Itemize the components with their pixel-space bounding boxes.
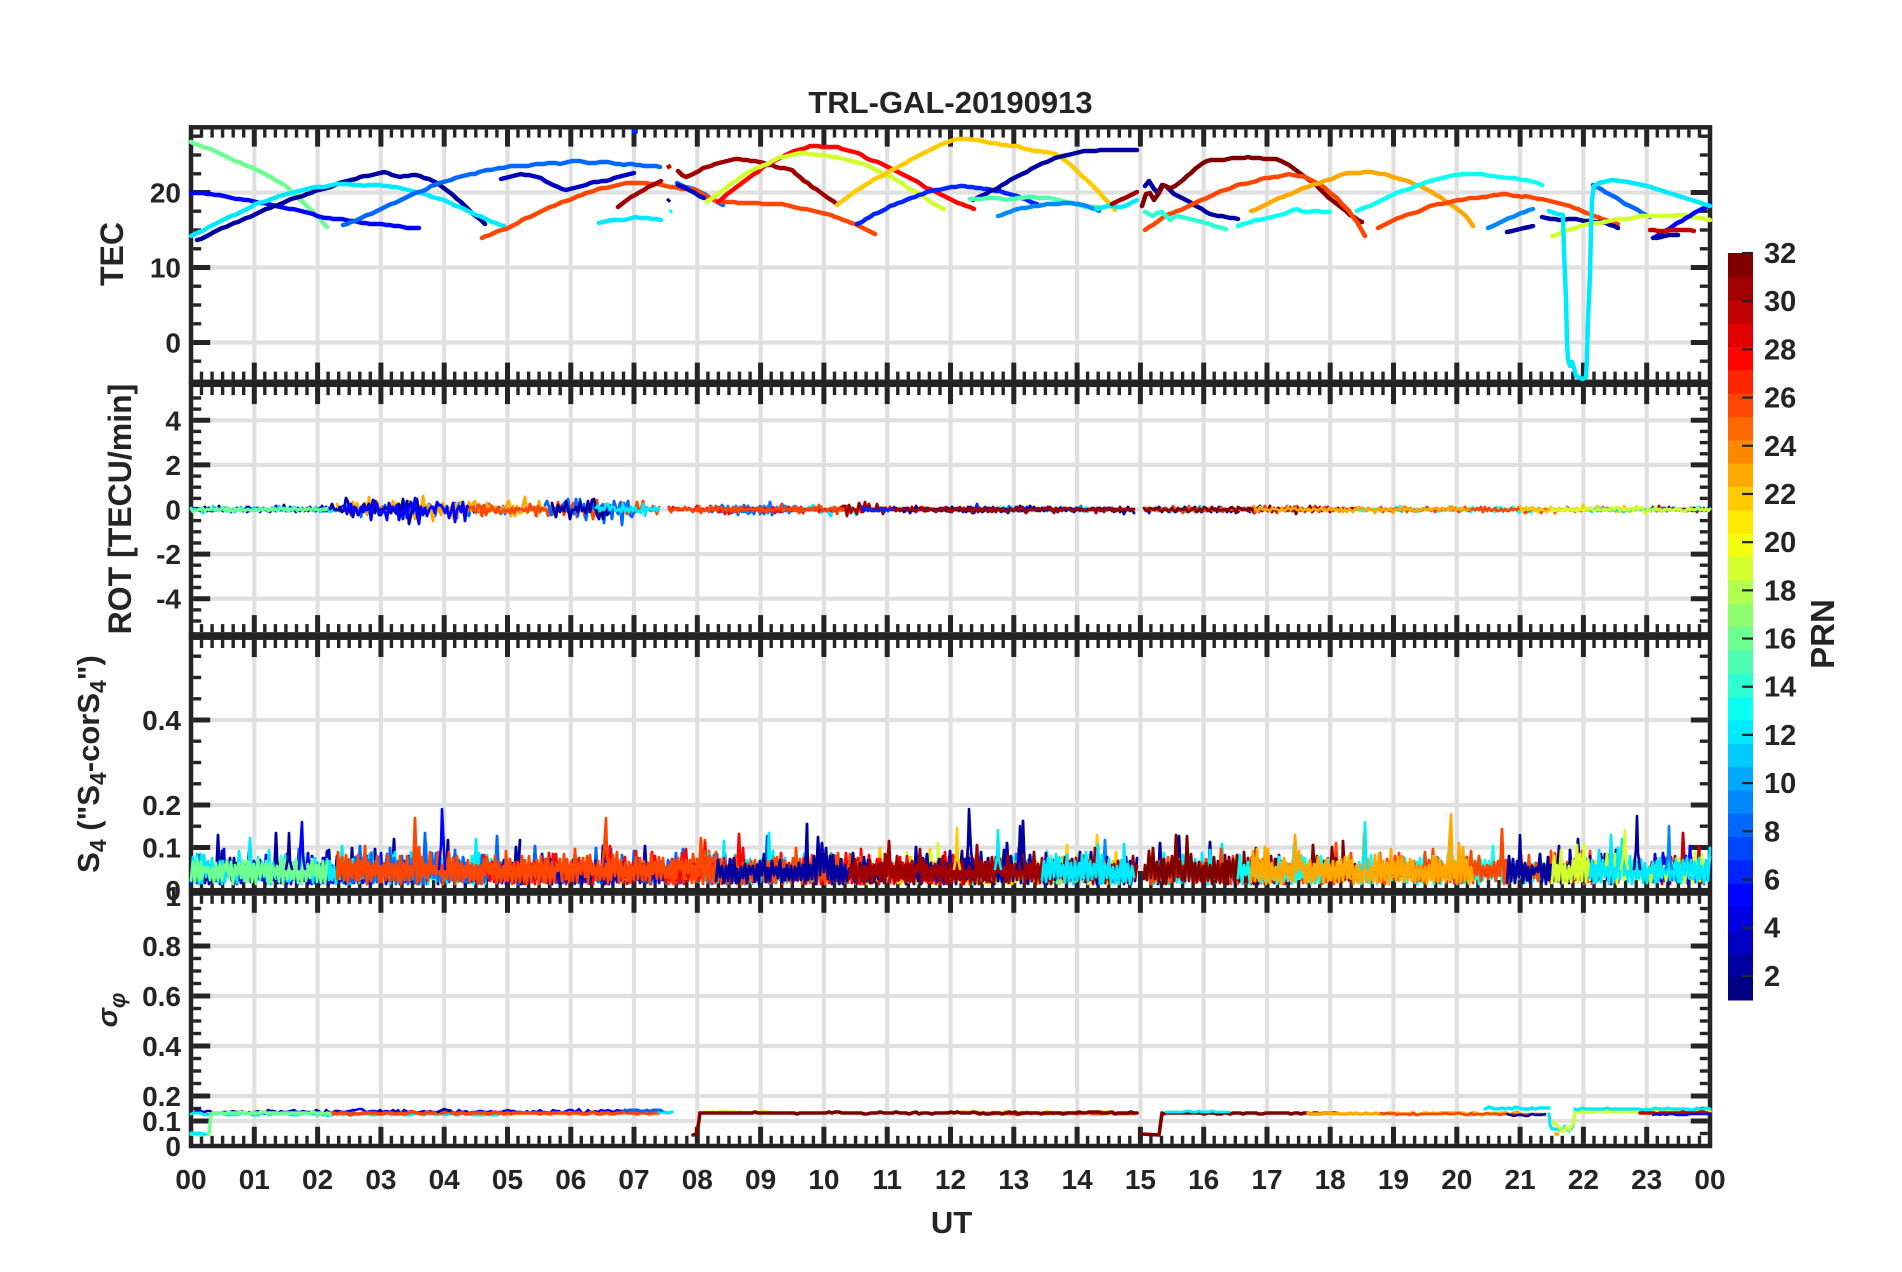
svg-text:0.1: 0.1	[142, 833, 181, 864]
svg-text:19: 19	[1378, 1164, 1409, 1195]
svg-text:21: 21	[1505, 1164, 1536, 1195]
svg-text:08: 08	[682, 1164, 713, 1195]
svg-text:-4: -4	[156, 584, 181, 615]
svg-text:22: 22	[1568, 1164, 1599, 1195]
svg-text:4: 4	[165, 405, 181, 436]
svg-text:07: 07	[618, 1164, 649, 1195]
svg-text:6: 6	[1764, 865, 1780, 897]
svg-text:09: 09	[745, 1164, 776, 1195]
svg-text:PRN: PRN	[1804, 599, 1841, 669]
svg-text:26: 26	[1764, 383, 1796, 415]
svg-text:10: 10	[808, 1164, 839, 1195]
svg-text:0.2: 0.2	[142, 1081, 181, 1112]
svg-text:02: 02	[302, 1164, 333, 1195]
svg-text:0.4: 0.4	[142, 1031, 181, 1062]
svg-text:00: 00	[1694, 1164, 1725, 1195]
svg-text:05: 05	[492, 1164, 523, 1195]
svg-text:24: 24	[1764, 431, 1796, 463]
svg-text:11: 11	[872, 1164, 902, 1195]
svg-text:22: 22	[1764, 479, 1796, 511]
svg-text:0: 0	[165, 1131, 181, 1162]
svg-text:23: 23	[1631, 1164, 1662, 1195]
svg-text:12: 12	[1764, 720, 1796, 752]
svg-text:1: 1	[165, 881, 181, 912]
svg-text:-2: -2	[156, 539, 181, 570]
svg-text:20: 20	[1764, 527, 1796, 559]
svg-text:8: 8	[1764, 816, 1780, 848]
svg-text:TRL-GAL-20190913: TRL-GAL-20190913	[808, 85, 1092, 120]
svg-text:20: 20	[150, 178, 181, 209]
svg-text:16: 16	[1188, 1164, 1219, 1195]
svg-text:17: 17	[1251, 1164, 1282, 1195]
svg-text:20: 20	[1441, 1164, 1472, 1195]
svg-text:S4 ("S4-corS4"): S4 ("S4-corS4")	[71, 655, 111, 873]
svg-text:14: 14	[1764, 672, 1796, 704]
svg-text:28: 28	[1764, 334, 1796, 366]
svg-text:TEC: TEC	[94, 222, 130, 286]
svg-text:0.8: 0.8	[142, 931, 181, 962]
svg-text:0: 0	[165, 328, 181, 359]
svg-text:18: 18	[1315, 1164, 1346, 1195]
svg-text:0.6: 0.6	[142, 981, 181, 1012]
svg-text:04: 04	[429, 1164, 461, 1195]
svg-text:12: 12	[935, 1164, 966, 1195]
svg-text:16: 16	[1764, 624, 1796, 656]
svg-text:4: 4	[1764, 913, 1780, 945]
svg-text:0: 0	[165, 875, 181, 906]
svg-text:03: 03	[365, 1164, 396, 1195]
svg-text:0: 0	[165, 495, 181, 526]
svg-text:15: 15	[1125, 1164, 1156, 1195]
svg-text:2: 2	[165, 450, 181, 481]
svg-text:00: 00	[175, 1164, 206, 1195]
svg-text:σφ: σφ	[92, 993, 130, 1028]
svg-text:06: 06	[555, 1164, 586, 1195]
svg-text:0.4: 0.4	[142, 705, 181, 736]
svg-text:18: 18	[1764, 575, 1796, 607]
svg-text:13: 13	[998, 1164, 1029, 1195]
svg-text:ROT [TECU/min]: ROT [TECU/min]	[102, 384, 138, 635]
svg-text:01: 01	[239, 1164, 270, 1195]
svg-text:32: 32	[1764, 238, 1796, 270]
svg-text:0.1: 0.1	[142, 1106, 181, 1137]
svg-text:30: 30	[1764, 286, 1796, 318]
svg-text:14: 14	[1062, 1164, 1094, 1195]
svg-text:10: 10	[1764, 768, 1796, 800]
svg-text:UT: UT	[931, 1205, 972, 1240]
svg-text:0.2: 0.2	[142, 790, 181, 821]
svg-text:10: 10	[150, 253, 181, 284]
svg-text:2: 2	[1764, 961, 1780, 993]
